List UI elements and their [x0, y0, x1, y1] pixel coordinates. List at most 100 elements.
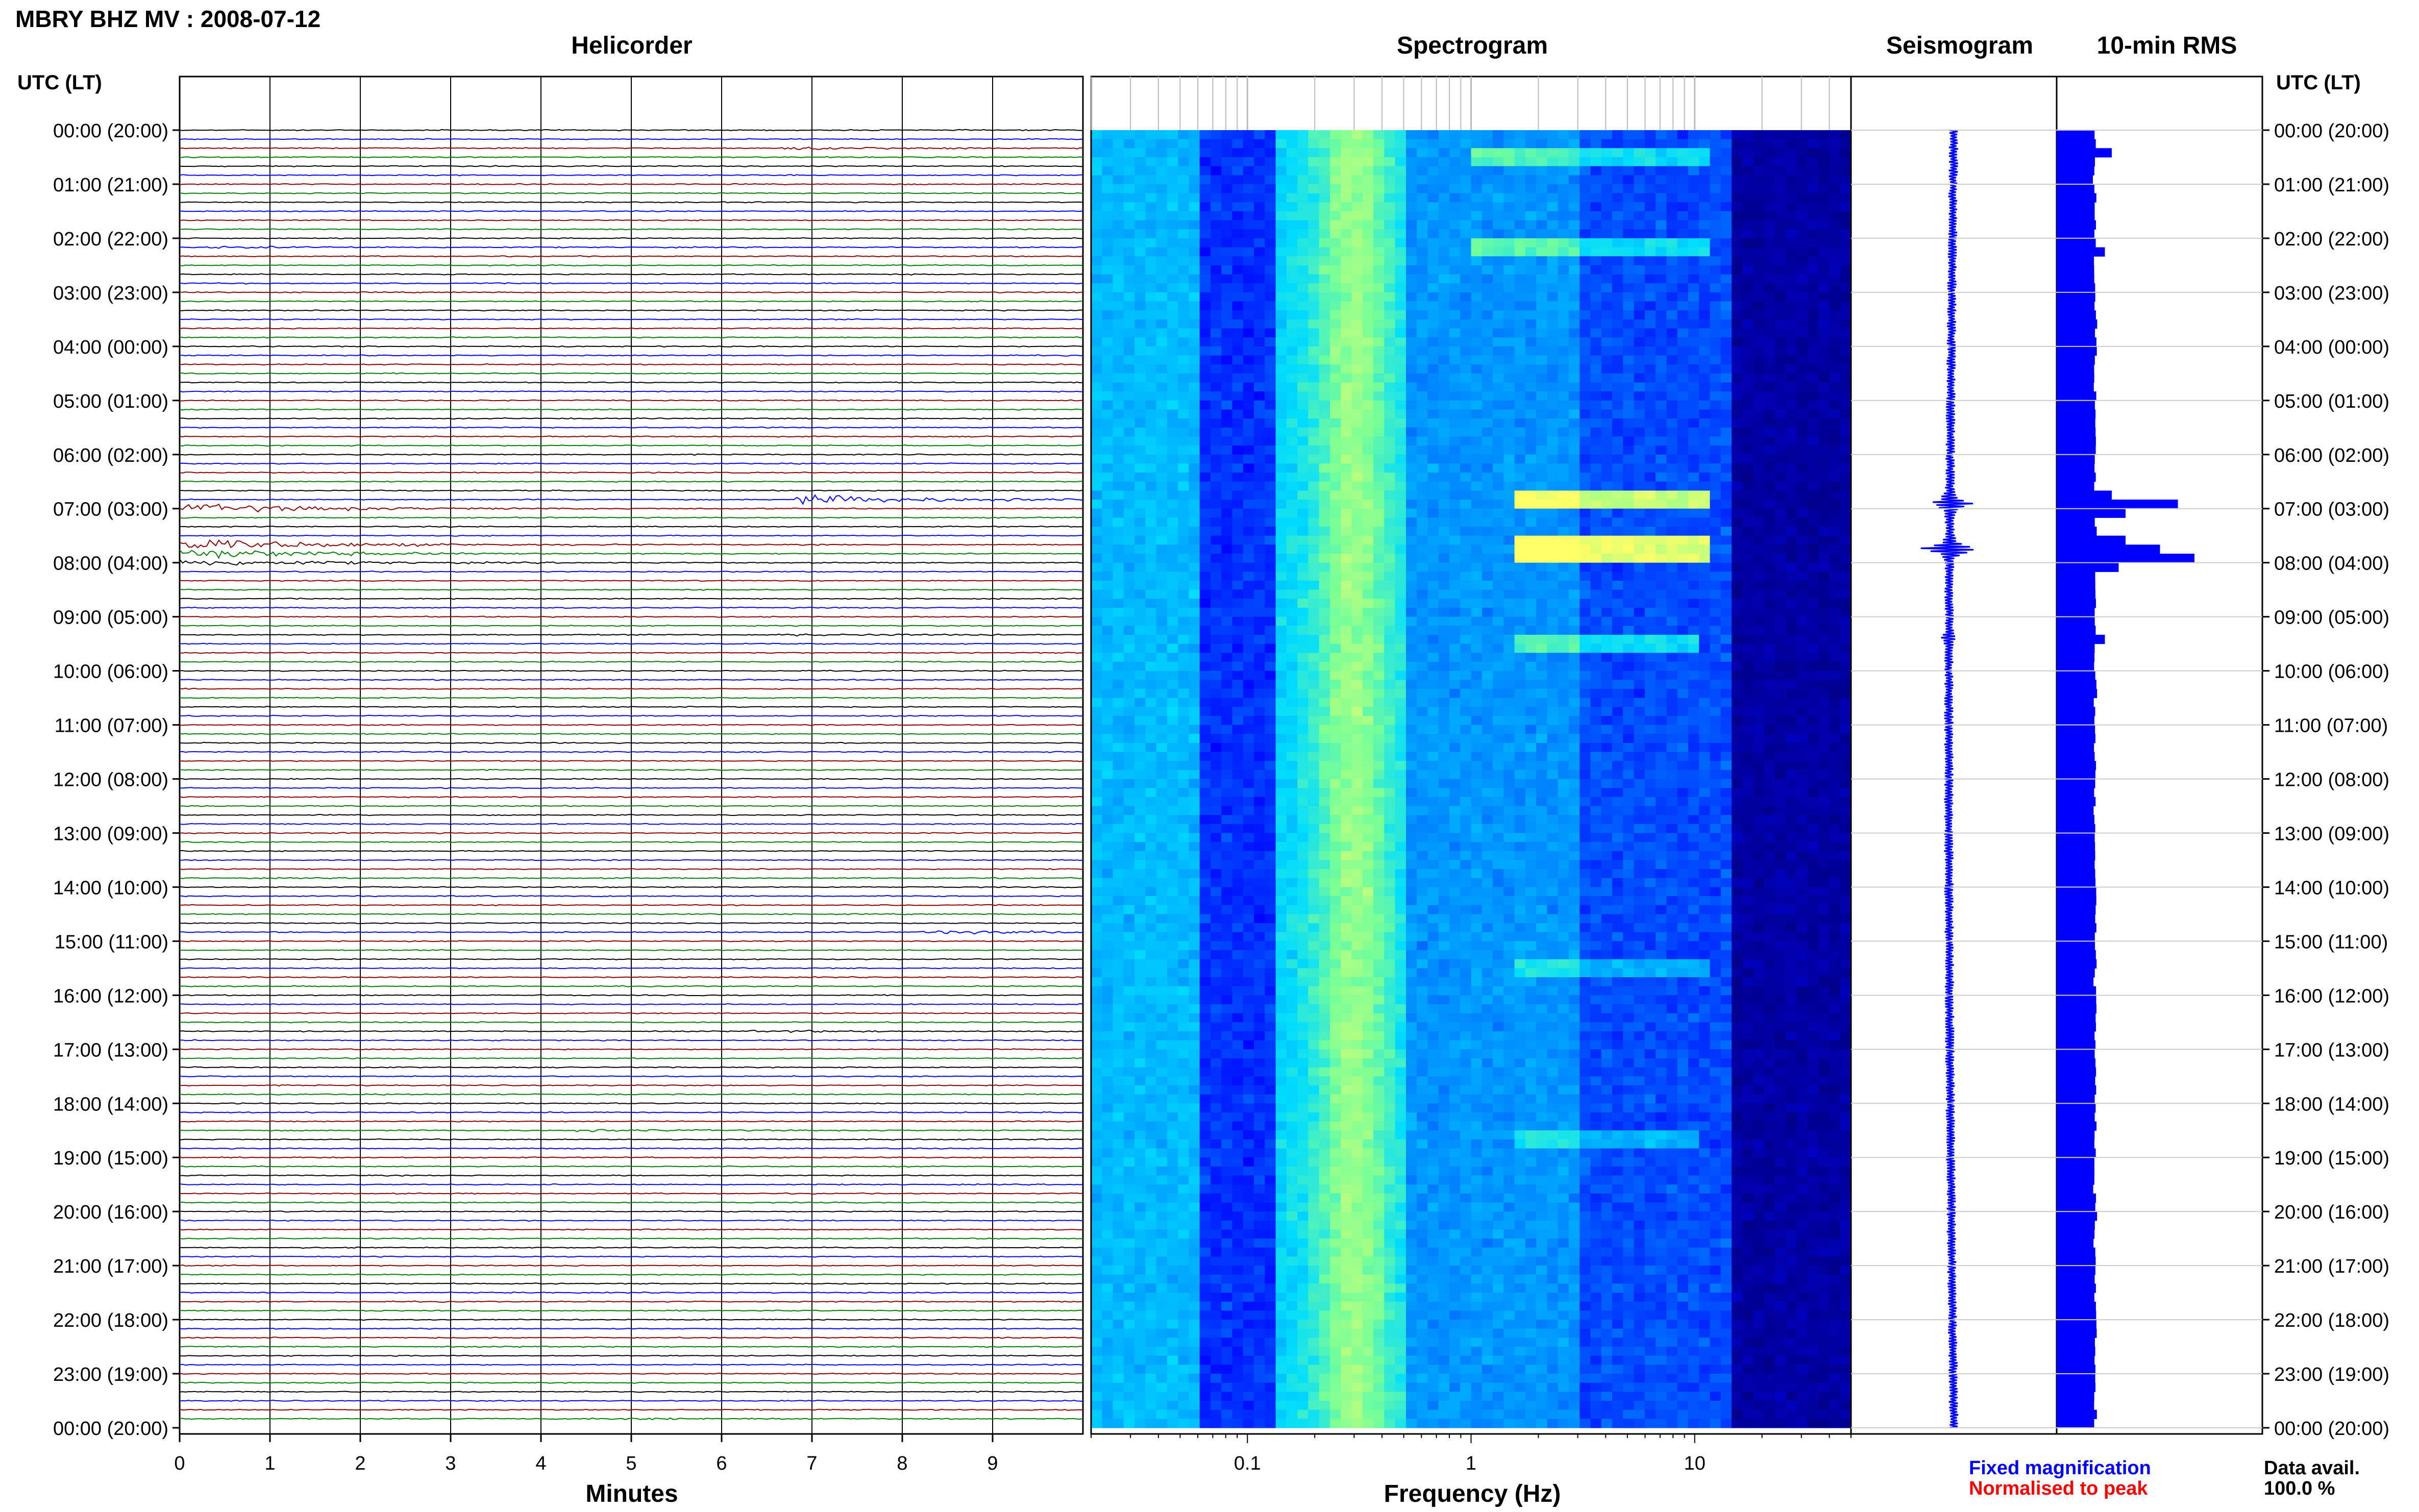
spectrogram-cell — [1330, 707, 1341, 716]
spectrogram-cell — [1243, 274, 1254, 284]
spectrogram-cell — [1199, 626, 1211, 635]
helicorder-trace — [179, 381, 1083, 384]
spectrogram-cell — [1156, 184, 1168, 194]
spectrogram-cell — [1102, 418, 1114, 428]
spectrogram-cell — [1688, 166, 1699, 176]
spectrogram-cell — [1503, 535, 1515, 545]
spectrogram-cell — [1319, 256, 1330, 266]
spectrogram-cell — [1405, 373, 1417, 383]
spectrogram-cell — [1145, 554, 1157, 563]
spectrogram-cell — [1232, 220, 1244, 230]
spectrogram-cell — [1145, 643, 1157, 653]
helicorder-trace — [179, 769, 1083, 772]
spectrogram-cell — [1699, 328, 1711, 338]
spectrogram-cell — [1753, 139, 1765, 148]
spectrogram-cell — [1688, 599, 1699, 608]
spectrogram-cell — [1503, 680, 1515, 689]
spectrogram-cell — [1373, 193, 1385, 203]
helicorder-trace — [179, 1138, 1083, 1141]
spectrogram-cell — [1373, 364, 1385, 374]
spectrogram-cell — [1644, 535, 1656, 545]
spectrogram-cell — [1547, 319, 1559, 329]
spectrogram-cell — [1677, 473, 1689, 482]
spectrogram-cell — [1362, 634, 1374, 645]
spectrogram-cell — [1449, 517, 1461, 527]
spectrogram-cell — [1286, 418, 1298, 428]
spectrogram-cell — [1102, 229, 1114, 239]
spectrogram-cell — [1644, 616, 1656, 626]
spectrogram-cell — [1514, 572, 1526, 581]
spectrogram-cell — [1634, 418, 1645, 428]
spectrogram-cell — [1471, 715, 1483, 726]
spectrogram-cell — [1547, 175, 1559, 185]
spectrogram-cell — [1829, 166, 1841, 176]
spectrogram-cell — [1503, 175, 1515, 185]
spectrogram-cell — [1710, 626, 1721, 635]
spectrogram-cell — [1395, 364, 1406, 374]
spectrogram-cell — [1732, 301, 1743, 311]
spectrogram-cell — [1286, 698, 1298, 707]
spectrogram-cell — [1525, 715, 1537, 726]
spectrogram-cell — [1384, 139, 1396, 148]
spectrogram-cell — [1840, 535, 1852, 545]
spectrogram-cell — [1145, 238, 1157, 248]
spectrogram-cell — [1471, 698, 1483, 707]
spectrogram-cell — [1829, 616, 1841, 626]
spectrogram-cell — [1395, 382, 1406, 392]
spectrogram-cell — [1297, 283, 1309, 293]
spectrogram-cell — [1493, 616, 1504, 626]
spectrogram-cell — [1644, 229, 1656, 239]
spectrogram-cell — [1405, 328, 1417, 338]
spectrogram-cell — [1720, 418, 1732, 428]
spectrogram-cell — [1373, 725, 1385, 734]
helicorder-trace — [179, 985, 1083, 987]
helicorder-trace — [179, 1381, 1083, 1384]
spectrogram-cell — [1525, 409, 1537, 419]
spectrogram-cell — [1395, 400, 1406, 410]
spectrogram-cell — [1471, 211, 1483, 221]
spectrogram-cell — [1395, 473, 1406, 482]
spectrogram-cell — [1427, 436, 1439, 446]
spectrogram-cell — [1286, 742, 1298, 753]
spectrogram-cell — [1438, 301, 1450, 311]
spectrogram-cell — [1623, 139, 1635, 148]
spectrogram-cell — [1362, 301, 1374, 311]
spectrogram-cell — [1254, 130, 1265, 140]
spectrogram-cell — [1590, 274, 1602, 284]
spectrogram-cell — [1449, 256, 1461, 266]
spectrogram-cell — [1818, 454, 1830, 464]
spectrogram-cell — [1590, 490, 1602, 500]
spectrogram-cell — [1330, 193, 1341, 203]
spectrogram-cell — [1134, 436, 1146, 446]
spectrogram-cell — [1568, 337, 1580, 347]
spectrogram-cell — [1405, 400, 1417, 410]
spectrogram-cell — [1449, 715, 1461, 726]
spectrogram-cell — [1656, 391, 1667, 401]
spectrogram-cell — [1211, 337, 1222, 347]
spectrogram-cell — [1405, 211, 1417, 221]
spectrogram-cell — [1275, 436, 1287, 446]
spectrogram-cell — [1286, 148, 1298, 158]
spectrogram-cell — [1330, 346, 1341, 356]
spectrogram-cell — [1829, 301, 1841, 311]
spectrogram-cell — [1113, 473, 1124, 482]
spectrogram-cell — [1221, 346, 1233, 356]
spectrogram-cell — [1612, 436, 1623, 446]
spectrogram-cell — [1677, 157, 1689, 167]
spectrogram-cell — [1297, 527, 1309, 536]
spectrogram-cell — [1677, 166, 1689, 176]
spectrogram-cell — [1362, 616, 1374, 626]
spectrogram-cell — [1764, 211, 1775, 221]
spectrogram-cell — [1829, 148, 1841, 158]
spectrogram-cell — [1644, 473, 1656, 482]
spectrogram-cell — [1178, 527, 1190, 536]
spectrogram-cell — [1199, 292, 1211, 302]
spectrogram-cell — [1818, 130, 1830, 140]
spectrogram-cell — [1688, 184, 1699, 194]
spectrogram-cell — [1623, 680, 1635, 689]
spectrogram-cell — [1134, 500, 1146, 509]
spectrogram-cell — [1330, 211, 1341, 221]
spectrogram-cell — [1417, 454, 1428, 464]
spectrogram-cell — [1568, 265, 1580, 275]
spectrogram-cell — [1091, 328, 1102, 338]
